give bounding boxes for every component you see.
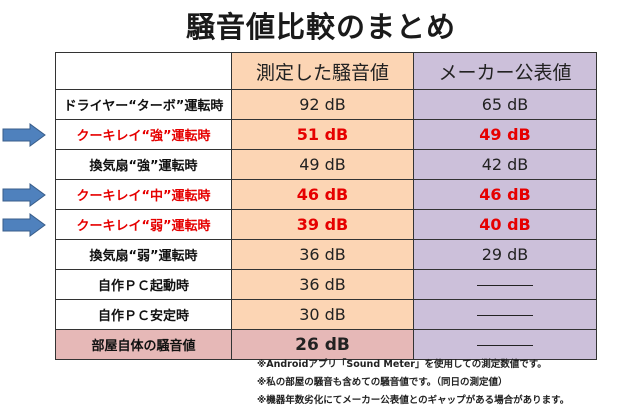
- dash-line: [477, 284, 533, 287]
- table-row: 自作ＰＣ安定時 30 dB: [55, 299, 597, 330]
- table-row: 部屋自体の騒音値 26 dB: [55, 329, 597, 360]
- row-label: 換気扇“弱”運転時: [55, 239, 232, 270]
- table-row: 換気扇“強”運転時 49 dB 42 dB: [55, 149, 597, 180]
- maker-value: 49 dB: [413, 119, 597, 150]
- measured-value: 49 dB: [231, 149, 414, 180]
- row-label: クーキレイ“中”運転時: [55, 179, 232, 210]
- row-label: 自作ＰＣ起動時: [55, 269, 232, 300]
- maker-value-unpublished: [413, 269, 597, 300]
- maker-value-unpublished: [413, 299, 597, 330]
- maker-value: 46 dB: [413, 179, 597, 210]
- page-title: 騒音値比較のまとめ: [185, 10, 456, 44]
- right-arrow-icon: [2, 212, 46, 237]
- dash-line: [477, 344, 533, 347]
- footnote: ※私の部屋の騒音も含めての騒音値です。（同日の測定値）: [257, 377, 508, 388]
- maker-value-unpublished: [413, 329, 597, 360]
- measured-value: 92 dB: [231, 89, 414, 120]
- row-label: 自作ＰＣ安定時: [55, 299, 232, 330]
- table-row: 自作ＰＣ起動時 36 dB: [55, 269, 597, 300]
- measured-value: 51 dB: [231, 119, 414, 150]
- right-arrow-icon: [2, 122, 46, 147]
- header-measured-column: 測定した騒音値: [231, 52, 414, 90]
- table-row: クーキレイ“弱”運転時 39 dB 40 dB: [55, 209, 597, 240]
- right-arrow-icon: [2, 182, 46, 207]
- maker-value: 65 dB: [413, 89, 597, 120]
- row-label: 部屋自体の騒音値: [55, 329, 232, 360]
- measured-value: 36 dB: [231, 269, 414, 300]
- row-label: クーキレイ“弱”運転時: [55, 209, 232, 240]
- table-row: クーキレイ“強”運転時 51 dB 49 dB: [55, 119, 597, 150]
- measured-value: 26 dB: [231, 329, 414, 360]
- row-label: 換気扇“強”運転時: [55, 149, 232, 180]
- header-maker-column: メーカー公表値: [413, 52, 597, 90]
- maker-value: 42 dB: [413, 149, 597, 180]
- table-row: 換気扇“弱”運転時 36 dB 29 dB: [55, 239, 597, 270]
- measured-value: 39 dB: [231, 209, 414, 240]
- measured-value: 46 dB: [231, 179, 414, 210]
- footnotes: ※Androidアプリ「Sound Meter」を使用しての測定数値です。 ※私…: [257, 356, 569, 410]
- table-header-row: 測定した騒音値 メーカー公表値: [55, 52, 597, 90]
- measured-value: 36 dB: [231, 239, 414, 270]
- noise-comparison-table: 測定した騒音値 メーカー公表値 ドライヤー“ターボ”運転時 92 dB 65 dB ク…: [55, 52, 597, 360]
- footnote: ※機器年数劣化にてメーカー公表値とのギャップがある場合があります。: [257, 395, 570, 406]
- row-label: クーキレイ“強”運転時: [55, 119, 232, 150]
- maker-value: 40 dB: [413, 209, 597, 240]
- maker-value: 29 dB: [413, 239, 597, 270]
- row-label: ドライヤー“ターボ”運転時: [55, 89, 232, 120]
- table-row: クーキレイ“中”運転時 46 dB 46 dB: [55, 179, 597, 210]
- dash-line: [477, 314, 533, 317]
- footnote: ※Androidアプリ「Sound Meter」を使用しての測定数値です。: [257, 359, 547, 370]
- header-label-column: [55, 52, 232, 90]
- measured-value: 30 dB: [231, 299, 414, 330]
- table-row: ドライヤー“ターボ”運転時 92 dB 65 dB: [55, 89, 597, 120]
